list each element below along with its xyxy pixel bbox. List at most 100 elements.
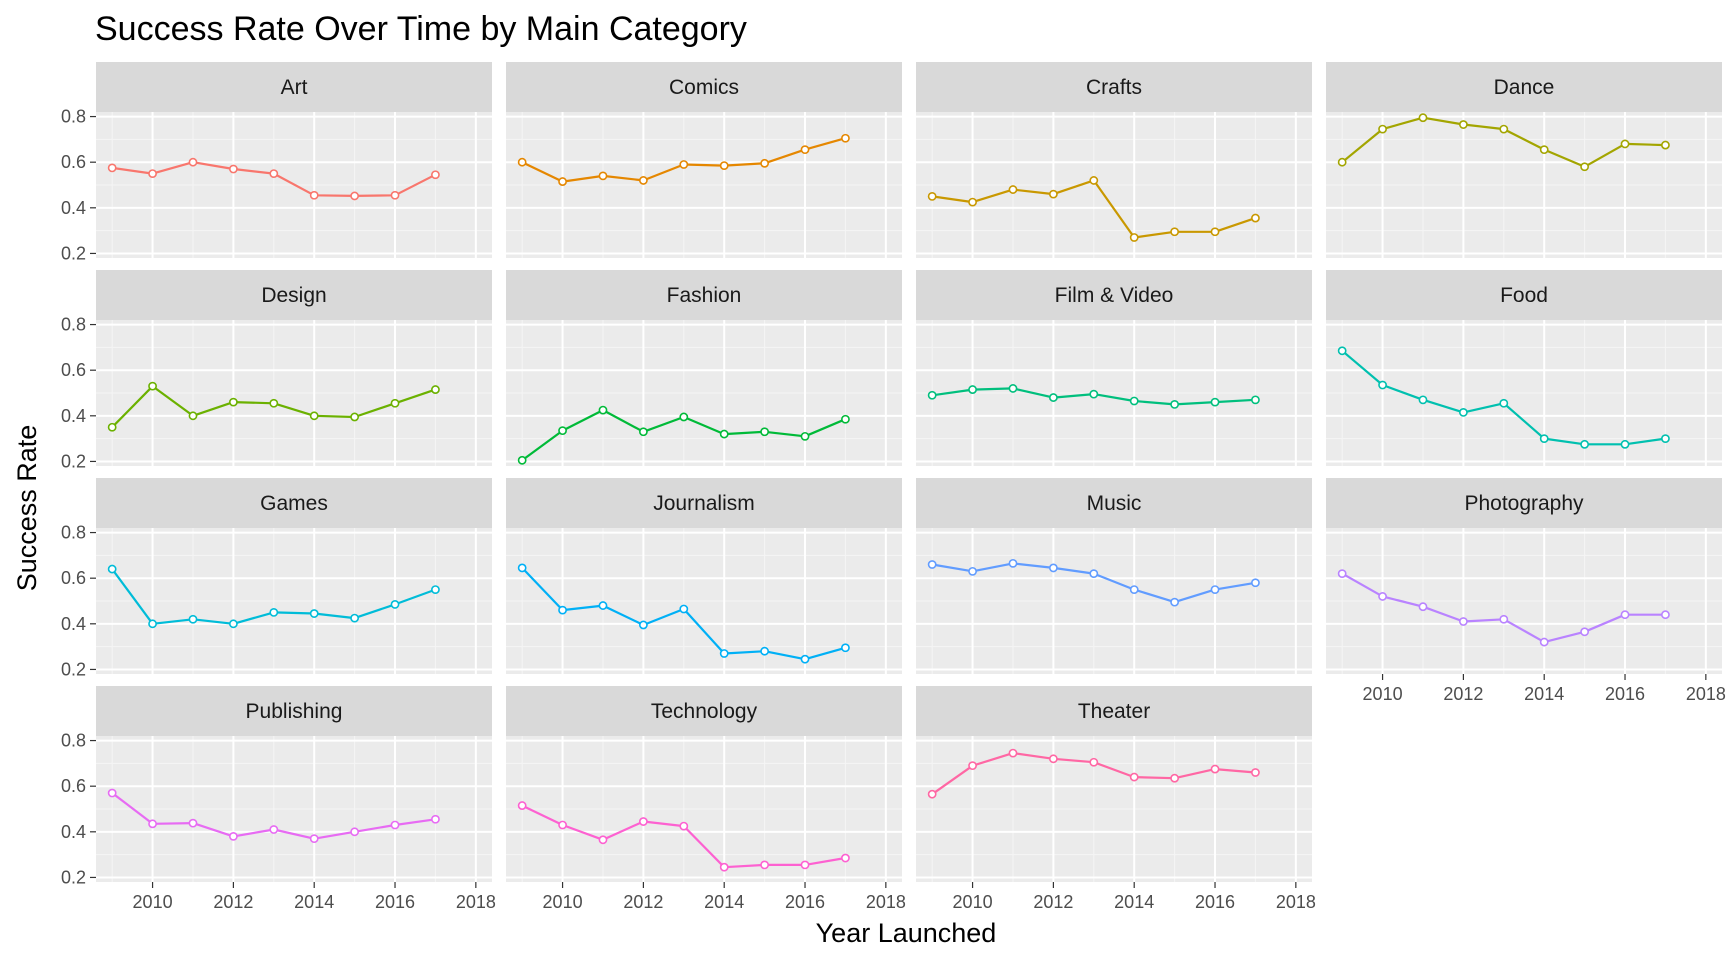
data-point xyxy=(107,422,117,432)
data-point xyxy=(1458,617,1468,626)
data-point xyxy=(1048,189,1058,199)
data-point xyxy=(841,414,850,424)
x-tick-label: 2018 xyxy=(456,892,496,912)
data-point xyxy=(719,429,729,439)
data-point xyxy=(390,398,400,408)
facet-strip-label: Comics xyxy=(669,76,739,99)
data-point xyxy=(1170,227,1180,237)
data-point xyxy=(1499,124,1509,134)
x-tick-label: 2014 xyxy=(294,892,334,912)
facet-strip-label: Publishing xyxy=(246,700,343,723)
data-point xyxy=(1458,407,1468,417)
data-point xyxy=(148,619,157,629)
y-tick-label: 0.2 xyxy=(61,451,86,471)
facet-games: Games 0.2 0.4 0.6 0.8 xyxy=(61,478,492,679)
data-point xyxy=(1008,185,1018,194)
data-point xyxy=(107,163,117,173)
data-point xyxy=(269,398,279,408)
facet-strip-label: Journalism xyxy=(653,492,755,515)
data-point xyxy=(598,171,608,181)
facet-strip xyxy=(916,270,1312,320)
data-point xyxy=(638,427,648,437)
facet-strip xyxy=(96,270,492,320)
facet-strip xyxy=(1326,478,1722,528)
data-point xyxy=(269,608,279,617)
data-point xyxy=(1499,614,1509,624)
data-point xyxy=(927,192,937,201)
chart-title: Success Rate Over Time by Main Category xyxy=(95,10,747,48)
data-point xyxy=(800,860,810,870)
facet-design: Design 0.2 0.4 0.6 0.8 xyxy=(61,270,492,471)
data-point xyxy=(1378,592,1387,601)
data-point xyxy=(1008,558,1018,568)
facet-strip-label: Crafts xyxy=(1086,76,1142,99)
data-point xyxy=(350,613,360,623)
data-point xyxy=(1337,157,1347,167)
data-point xyxy=(517,801,527,810)
data-point xyxy=(431,385,440,394)
data-point xyxy=(1210,227,1220,237)
data-point xyxy=(598,405,608,415)
data-point xyxy=(638,817,648,826)
x-tick-label: 2010 xyxy=(1363,684,1403,704)
data-point xyxy=(800,145,810,155)
x-axis-title: Year Launched xyxy=(816,918,997,948)
data-point xyxy=(1620,439,1630,449)
data-point xyxy=(638,620,648,630)
facet-strip-label: Photography xyxy=(1464,492,1584,515)
data-point xyxy=(968,385,977,394)
y-tick-label: 0.8 xyxy=(61,315,86,335)
x-tick-label: 2012 xyxy=(1033,892,1073,912)
data-point xyxy=(1620,610,1630,620)
data-point xyxy=(1251,395,1260,405)
facet-strip-label: Technology xyxy=(651,700,758,723)
x-tick-label: 2016 xyxy=(1605,684,1645,704)
facet-strip xyxy=(916,62,1312,112)
x-tick-label: 2010 xyxy=(543,892,583,912)
facet-strip-label: Games xyxy=(260,492,328,515)
data-point xyxy=(1337,346,1347,356)
y-tick-label: 0.8 xyxy=(61,523,86,543)
facet-strip xyxy=(1326,270,1722,320)
data-point xyxy=(309,190,319,200)
data-point xyxy=(1458,120,1468,129)
data-point xyxy=(1129,396,1139,406)
data-point xyxy=(598,835,608,845)
data-point xyxy=(558,820,567,830)
data-point xyxy=(107,788,117,798)
data-point xyxy=(1661,140,1670,150)
data-point xyxy=(1661,610,1670,620)
facet-strip xyxy=(916,478,1312,528)
data-point xyxy=(107,564,117,574)
data-point xyxy=(1170,773,1180,783)
facet-strip xyxy=(506,478,902,528)
data-point xyxy=(309,411,319,421)
facet-strip-label: Music xyxy=(1087,492,1142,515)
facet-strip-label: Film & Video xyxy=(1055,284,1174,307)
data-point xyxy=(1661,434,1670,444)
facet-theater: Theater 2010 2012 2014 2016 2018 xyxy=(916,686,1316,912)
data-point xyxy=(1620,139,1630,149)
data-point xyxy=(1008,384,1018,393)
x-tick-label: 2010 xyxy=(133,892,173,912)
data-point xyxy=(228,831,238,841)
data-point xyxy=(558,177,567,186)
data-point xyxy=(1580,162,1590,172)
data-point xyxy=(1418,113,1428,123)
data-point xyxy=(350,191,360,201)
data-point xyxy=(1048,754,1058,764)
data-point xyxy=(431,814,440,824)
data-point xyxy=(598,601,608,610)
y-tick-label: 0.4 xyxy=(61,198,86,218)
data-point xyxy=(1251,213,1260,223)
data-point xyxy=(1499,398,1509,408)
y-axis-title: Success Rate xyxy=(12,425,42,592)
x-tick-label: 2012 xyxy=(1443,684,1483,704)
data-point xyxy=(1210,585,1220,594)
data-point xyxy=(1580,439,1590,449)
data-point xyxy=(1048,393,1058,402)
data-point xyxy=(760,646,770,656)
data-point xyxy=(1170,400,1180,409)
x-tick-label: 2010 xyxy=(953,892,993,912)
data-point xyxy=(558,426,567,436)
